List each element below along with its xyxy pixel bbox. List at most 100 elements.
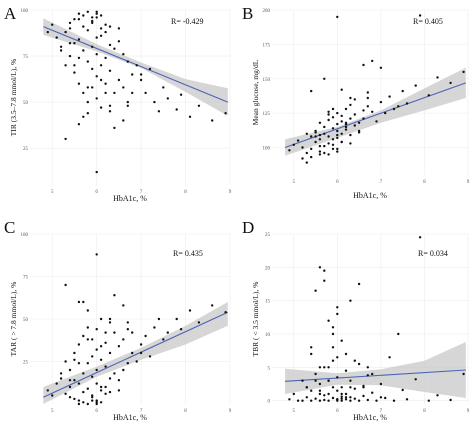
data-point [153,100,156,104]
data-point [340,339,343,342]
data-point [366,105,369,108]
data-point [323,151,326,155]
y-tick-label: 20 [265,266,271,271]
data-point [82,49,85,52]
data-point [327,110,330,114]
data-point [301,146,304,149]
data-point [362,394,365,398]
data-point [336,15,339,19]
data-point [91,86,94,89]
data-point [323,144,326,148]
data-point [91,21,94,25]
data-point [162,86,165,89]
data-point [340,399,343,402]
data-point [318,366,322,369]
data-point [99,317,103,321]
data-point [73,397,76,401]
confidence-band [285,67,466,156]
data-point [331,143,335,146]
y-tick-label: 100 [21,9,29,14]
data-point [197,104,201,108]
x-tick-label: 6 [336,180,339,185]
correlation-annotation: R= 0.435 [173,249,203,258]
data-point [82,401,85,404]
data-point [188,309,192,312]
data-point [64,64,67,67]
data-point [126,60,129,63]
data-point [157,110,161,113]
x-tick-label: 7 [140,190,143,195]
data-point [108,377,112,380]
data-point [139,73,143,76]
data-point [82,25,85,28]
data-point [77,300,81,304]
data-points [288,236,465,402]
data-point [95,348,98,351]
x-tick-labels: 5 6 7 8 9 [51,409,232,414]
data-point [82,91,85,95]
data-point [353,98,356,101]
y-tick-labels: 0 5 10 15 20 25 [265,233,271,405]
data-point [224,112,227,115]
data-point [310,89,313,93]
data-point [397,332,400,336]
data-point [117,389,121,392]
data-point [323,125,326,129]
data-point [51,394,54,397]
data-point [462,70,465,74]
data-point [353,387,356,390]
data-point [144,91,147,95]
x-tick-label: 7 [140,409,143,414]
data-point [349,386,352,389]
data-point [331,107,335,111]
data-point [82,14,85,17]
x-axis-label: HbA1c, % [113,413,147,422]
data-point [95,170,98,174]
data-point [86,362,90,365]
data-point [371,372,374,376]
data-point [366,96,369,100]
data-point [131,331,134,334]
x-tick-label: 6 [336,409,339,414]
data-point [117,40,121,43]
data-point [327,142,330,145]
data-point [73,42,76,45]
data-point [77,382,81,385]
data-point [117,345,121,348]
data-point [314,140,317,144]
data-point [357,131,361,134]
confidence-band [43,18,228,116]
x-tick-label: 9 [229,409,232,414]
data-point [91,67,94,71]
confidence-band [43,302,228,404]
panel-a: A 5 6 7 8 9 25 50 75 100 R= -0.429 HbA1c, % TIR… [4,4,232,203]
x-axis-label: HbA1c, % [113,194,147,203]
x-tick-label: 6 [95,409,98,414]
y-tick-label: 75 [23,55,29,60]
data-point [126,100,129,104]
data-point [349,96,352,100]
data-point [91,399,94,402]
data-point [126,362,129,365]
data-point [296,139,300,142]
data-point [314,397,317,400]
x-tick-label: 7 [380,180,383,185]
data-point [64,283,67,287]
data-point [68,21,72,25]
data-point [144,334,147,338]
data-point [95,402,98,406]
data-point [310,346,313,349]
data-point [344,396,348,399]
data-point [131,351,134,355]
data-point [336,147,339,151]
data-point [353,359,356,362]
data-point [95,36,98,39]
data-point [349,299,352,302]
data-point [104,385,107,389]
data-point [305,151,308,155]
data-point [104,56,107,60]
data-point [436,394,439,397]
data-point [122,86,125,89]
data-point [95,16,98,19]
panel-d: D 5 6 7 8 9 0 5 10 15 20 25 R= 0.034 HbA1c, % TBR… [242,218,470,422]
